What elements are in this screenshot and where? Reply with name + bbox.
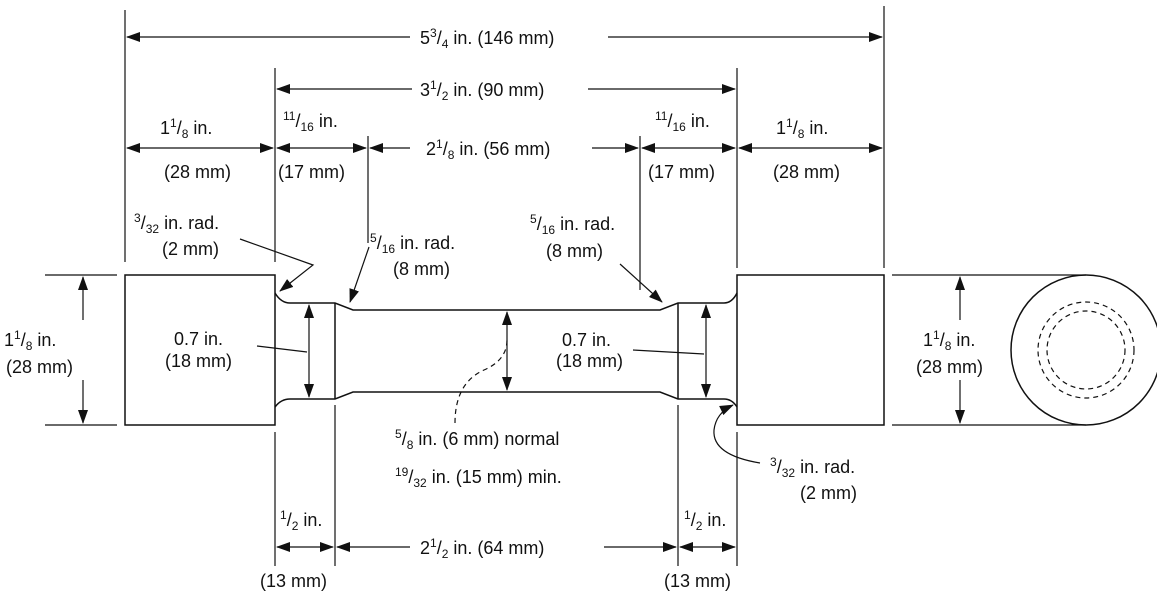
right-shoulder-dia-leader: [632, 349, 705, 355]
right-radius-large-label: 5/16 in. rad.: [530, 212, 615, 237]
right-shoulder-bottom-label: 1/2 in.: [684, 508, 726, 533]
right-shoulder-bottom-metric: (13 mm): [664, 571, 731, 591]
grip-height-right-metric: (28 mm): [916, 357, 983, 377]
specimen-outline: [124, 274, 885, 426]
right-radius-large-leader: [619, 263, 663, 303]
extension-lines: [45, 6, 1086, 566]
left-shoulder-bottom-metric: (13 mm): [260, 571, 327, 591]
specimen-top-profile: [274, 292, 738, 311]
left-grip-section: [124, 274, 276, 426]
dimension-arrows: [78, 32, 965, 552]
grip-height-left-metric: (28 mm): [6, 357, 73, 377]
grip-height-right-label: 11/8 in.: [923, 328, 975, 353]
right-shoulder-top-metric: (17 mm): [648, 162, 715, 182]
right-grip-label: 11/8 in.: [776, 116, 828, 141]
left-grip-label: 11/8 in.: [160, 116, 212, 141]
right-shoulder-top-label: 11/16 in.: [655, 109, 710, 134]
specimen-bottom-profile: [274, 391, 738, 408]
gauge-normal-label: 5/8 in. (6 mm) normal: [395, 427, 559, 452]
shoulder-dia-left-metric: (18 mm): [165, 351, 232, 371]
grip-height-left-label: 11/8 in.: [4, 328, 56, 353]
left-shoulder-top-label: 11/16 in.: [283, 109, 338, 134]
left-radius-small-leader: [239, 238, 315, 292]
left-radius-large-metric: (8 mm): [393, 259, 450, 279]
end-view-dashed-circle-inner: [1046, 310, 1126, 390]
gauge-dia-dashed-leader: [454, 339, 508, 424]
right-grip-metric: (28 mm): [773, 162, 840, 182]
left-grip-metric: (28 mm): [164, 162, 231, 182]
end-view-outer-circle: [1010, 274, 1157, 426]
right-grip-section: [736, 274, 885, 426]
gauge-min-label: 19/32 in. (15 mm) min.: [395, 465, 562, 490]
left-shoulder-top-metric: (17 mm): [278, 162, 345, 182]
right-radius-large-metric: (8 mm): [546, 241, 603, 261]
right-radius-small-metric: (2 mm): [800, 483, 857, 503]
shoulder-dia-right-label: 0.7 in.: [562, 330, 611, 350]
leader-lines: [239, 238, 761, 464]
overall-length-label: 53/4 in. (146 mm): [420, 26, 554, 51]
right-radius-small-label: 3/32 in. rad.: [770, 455, 855, 480]
reduced-bottom-label: 21/2 in. (64 mm): [420, 536, 544, 561]
left-radius-small-metric: (2 mm): [162, 239, 219, 259]
dimension-labels: 53/4 in. (146 mm) 31/2 in. (90 mm) 11/8 …: [4, 26, 983, 591]
reduced-top-label: 21/8 in. (56 mm): [426, 137, 550, 162]
shoulder-dia-right-metric: (18 mm): [556, 351, 623, 371]
grip-to-grip-label: 31/2 in. (90 mm): [420, 78, 544, 103]
left-shoulder-bottom-label: 1/2 in.: [280, 508, 322, 533]
end-view-dashed-circle-outer: [1037, 301, 1135, 399]
left-radius-large-leader: [349, 246, 370, 303]
shoulder-dia-left-label: 0.7 in.: [174, 329, 223, 349]
end-view: [1010, 274, 1157, 426]
left-shoulder-dia-leader: [256, 345, 308, 353]
left-radius-large-label: 5/16 in. rad.: [370, 231, 455, 256]
left-radius-small-label: 3/32 in. rad.: [134, 211, 219, 236]
right-radius-small-leader: [713, 404, 761, 464]
